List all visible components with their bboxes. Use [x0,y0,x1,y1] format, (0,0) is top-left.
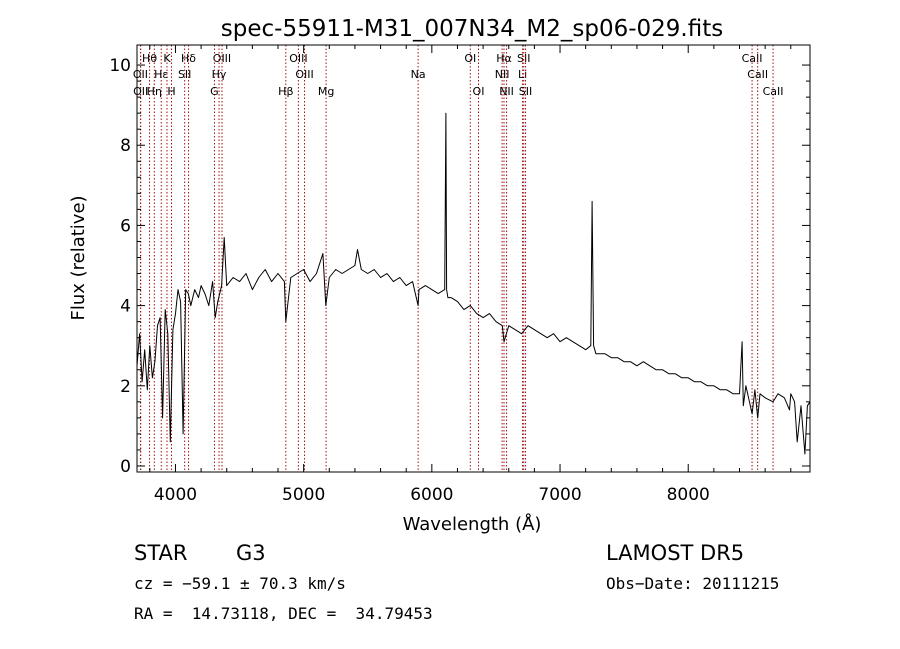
line-marker-label: Hβ [278,85,293,98]
line-marker-label: Mg [318,85,334,98]
line-marker-label: Hγ [212,68,227,81]
spectrum-series [136,112,811,455]
line-marker-label: SII [178,68,191,81]
y-tick-label: 10 [109,56,131,76]
obs-date: Obs−Date: 20111215 [606,574,780,593]
line-marker-label: OIII [213,52,231,65]
line-marker-label: K [163,52,171,65]
y-tick-label: 6 [120,216,131,236]
line-marker-label: Hη [147,85,162,98]
line-marker-label: Hδ [181,52,196,65]
x-tick-label: 4000 [154,485,197,505]
line-marker-label: OI [473,85,485,98]
line-marker-label: NII [499,85,514,98]
object-type: STAR [134,541,188,565]
line-marker-label: CaII [742,52,763,65]
line-marker-label: Hε [154,68,168,81]
line-marker-label: SII [519,85,532,98]
line-marker-label: Li [518,68,527,81]
x-tick-label: 5000 [282,485,325,505]
coordinates: RA = 14.73118, DEC = 34.79453 [134,604,433,623]
plot-frame [136,44,811,473]
axes: 4000 5000 6000 7000 8000 0 2 4 6 8 10 [109,45,810,505]
y-tick-label: 2 [120,377,131,397]
line-marker-label: OI [464,52,476,65]
survey-name: LAMOST DR5 [606,541,745,565]
y-tick-label: 4 [120,297,131,317]
redshift-text: cz = −59.1 ± 70.3 km/s [134,574,346,593]
line-marker-label: CaII [763,85,784,98]
line-marker-label: OIII [289,52,307,65]
line-marker-label: H [167,85,175,98]
y-tick-label: 8 [120,136,131,156]
line-marker-label: Hα [496,52,512,65]
spectrum-line [136,112,811,455]
line-marker-label: Na [411,68,426,81]
x-tick-label: 7000 [538,485,581,505]
line-marker-label: OIII [295,68,313,81]
line-marker-label: CaII [747,68,768,81]
x-tick-label: 8000 [667,485,710,505]
y-axis-label: Flux (relative) [68,195,89,320]
line-marker-label: Hθ [142,52,157,65]
line-marker-label: NII [495,68,510,81]
line-marker-label: SII [517,52,530,65]
y-tick-label: 0 [120,457,131,477]
subclass: G3 [236,541,266,565]
line-marker-label: G [210,85,219,98]
x-axis-label: Wavelength (Å) [403,513,542,535]
chart-title: spec-55911-M31_007N34_M2_sp06-029.fits [221,16,723,42]
x-tick-label: 6000 [410,485,453,505]
